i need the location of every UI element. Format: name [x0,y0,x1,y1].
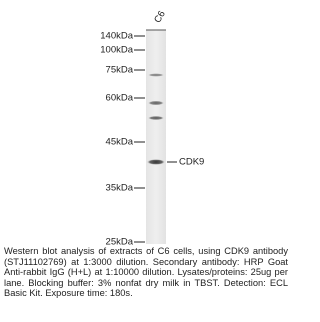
marker-label: 140kDa [100,31,133,42]
marker-label: 35kDa [106,183,134,194]
marker-label: 25kDa [106,237,134,246]
marker-label: 45kDa [106,137,134,148]
marker-label: 60kDa [106,93,134,104]
blot-panel: C6 CDK9 140kDa 100kDa 75kDa 60kDa 45kDa 35kDa… [0,0,292,246]
band [148,73,164,76]
figure: C6 CDK9 140kDa 100kDa 75kDa 60kDa 45kDa 35kDa… [0,0,292,322]
band [147,159,165,165]
band [148,101,164,105]
band [148,116,164,120]
lane [146,30,166,244]
marker-label: 100kDa [100,45,133,56]
caption: Western blot analysis of extracts of C6 … [4,246,288,299]
lane-label: C6 [152,9,168,25]
marker-label: 75kDa [106,65,134,76]
band-label: CDK9 [179,157,204,168]
